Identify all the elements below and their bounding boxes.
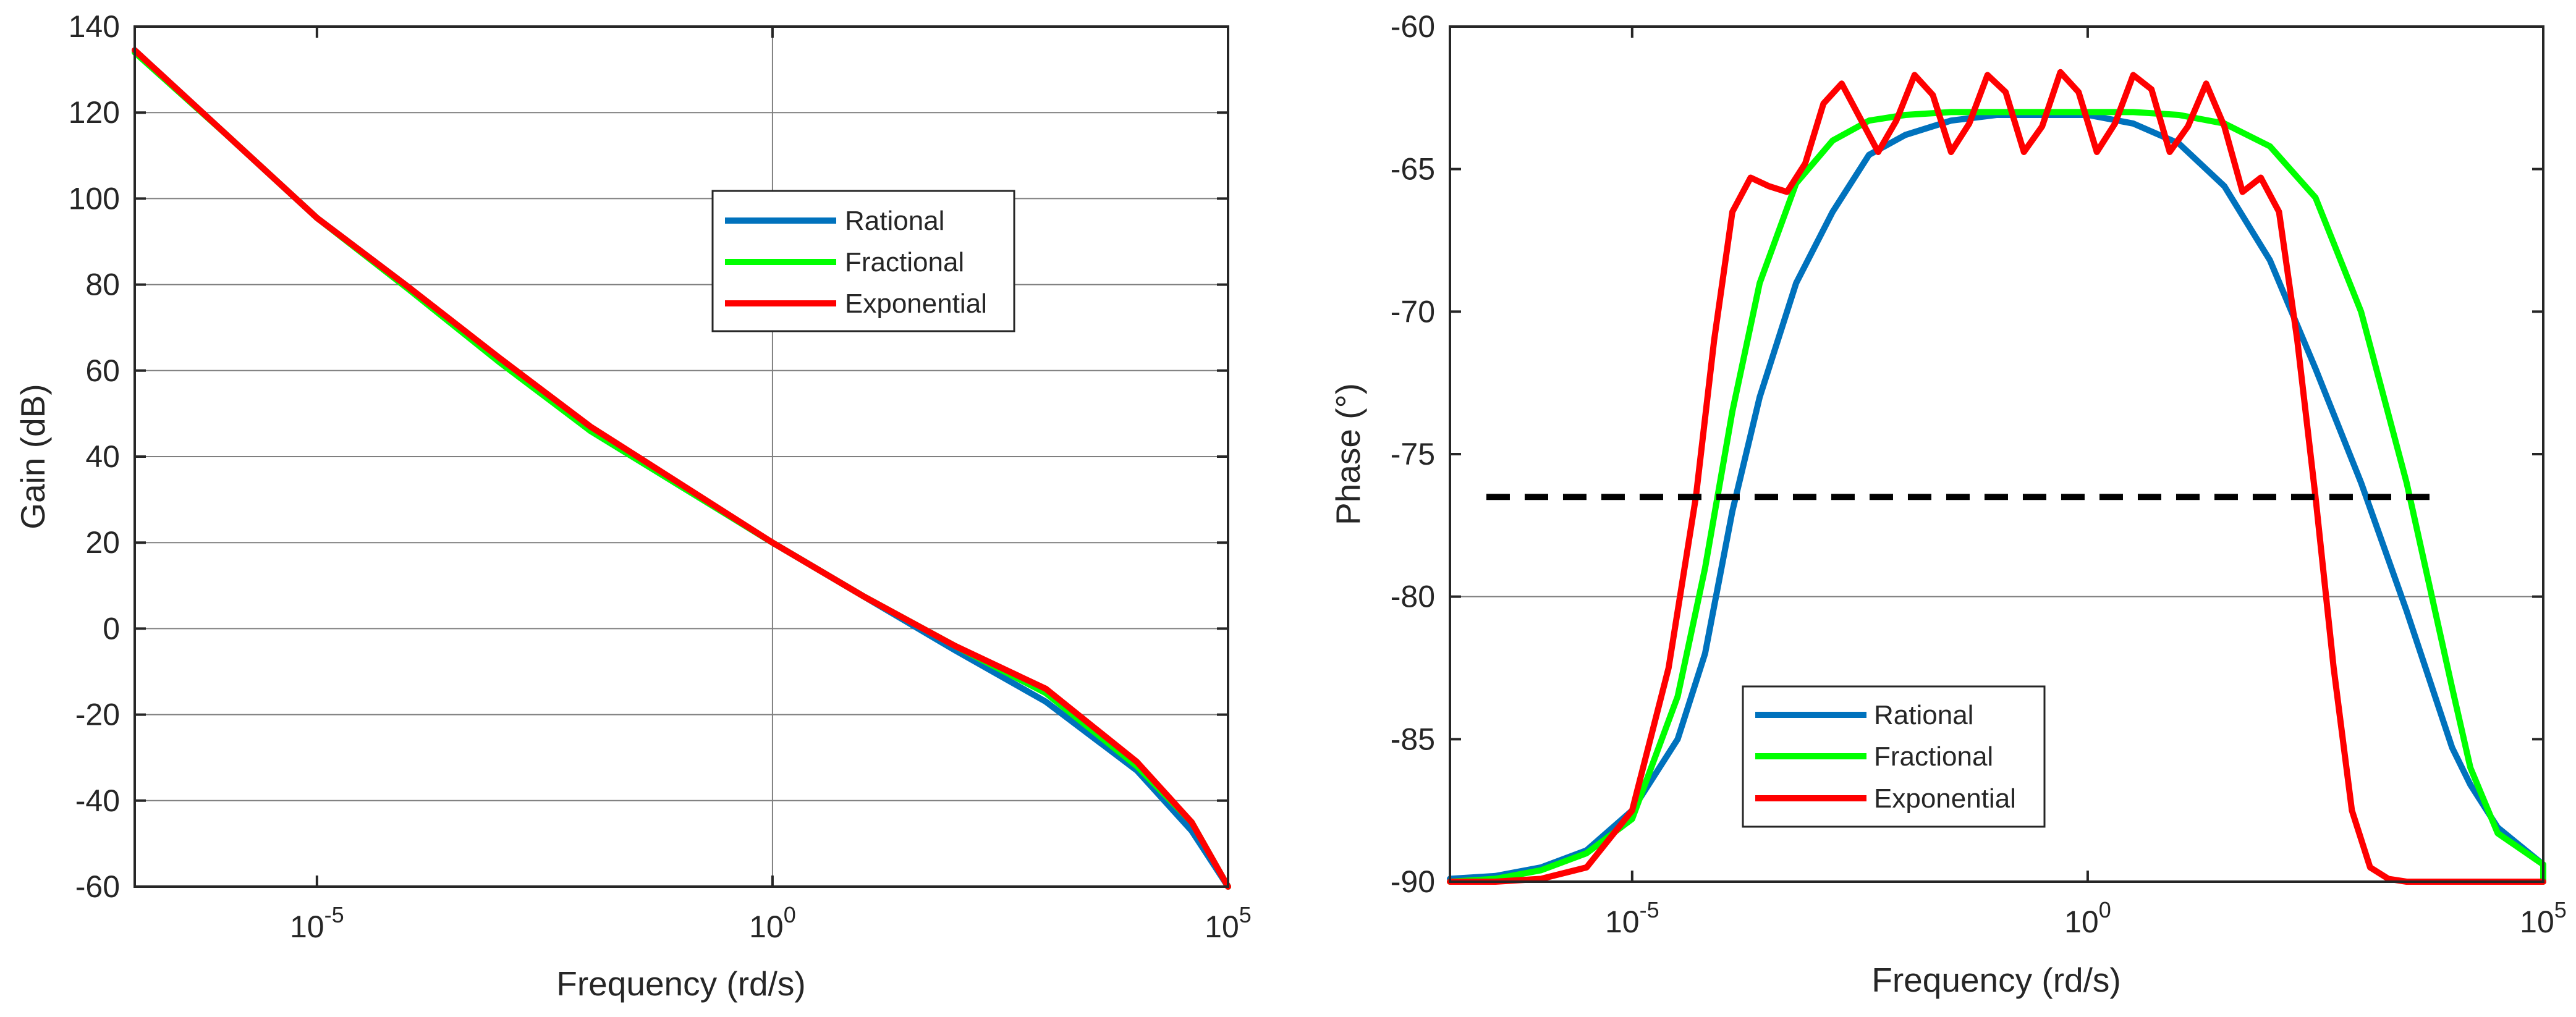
phase-x-tick-label: 100 [2064, 897, 2111, 939]
phase-x-tick-labels: 10-5 100 105 [1605, 897, 2567, 939]
phase-legend-label-rational: Rational [1874, 700, 1973, 730]
phase-x-tick-label: 105 [2520, 897, 2567, 939]
phase-series-exponential [1447, 69, 2546, 885]
gain-x-tick-label: 100 [749, 902, 796, 944]
gain-y-tick-label: -60 [75, 869, 120, 904]
phase-legend-label-fractional: Fractional [1874, 741, 1993, 772]
phase-legend-label-exponential: Exponential [1874, 783, 2016, 814]
gain-x-axis-label: Frequency (rd/s) [556, 964, 805, 1003]
gain-x-tick-labels: 10-5 100 105 [290, 902, 1252, 944]
gain-y-tick-label: 60 [85, 353, 120, 388]
phase-y-tick-label: -65 [1391, 152, 1435, 187]
phase-x-axis-label: Frequency (rd/s) [1871, 961, 2121, 999]
phase-y-tick-label: -75 [1391, 437, 1435, 471]
gain-x-tick-label: 10-5 [290, 902, 344, 944]
phase-y-tick-label: -60 [1391, 9, 1435, 44]
phase-y-tick-label: -70 [1391, 294, 1435, 329]
gain-y-axis-label: Gain (dB) [14, 384, 52, 529]
gain-y-tick-label: 120 [69, 95, 120, 130]
phase-y-tick-label: -80 [1391, 580, 1435, 614]
gain-legend: Rational Fractional Exponential [711, 190, 1015, 332]
gain-legend-label-fractional: Fractional [845, 247, 964, 277]
phase-x-tick-label: 10-5 [1605, 897, 1659, 939]
phase-y-axis-label: Phase (°) [1329, 383, 1367, 525]
gain-y-tick-label: 20 [85, 525, 120, 560]
gain-grid [135, 27, 1228, 887]
phase-series-fractional [1447, 109, 2546, 885]
phase-ticks [1450, 25, 2544, 883]
gain-series-exponential [132, 47, 1231, 890]
gain-ticks [135, 25, 1229, 888]
phase-y-tick-labels: -90 -85 -80 -75 -70 -65 -60 [1391, 9, 1435, 899]
gain-y-tick-label: 100 [69, 181, 120, 216]
gain-panel: -60 -40 -20 0 20 40 60 80 100 120 140 10-5 100 105 F… [14, 9, 1252, 1003]
gain-y-tick-label: 140 [69, 9, 120, 44]
gain-y-tick-label: 0 [103, 611, 120, 646]
gain-y-tick-label: 80 [85, 268, 120, 302]
gain-y-tick-label: 40 [85, 439, 120, 474]
gain-series-lines [132, 47, 1231, 890]
phase-y-tick-label: -90 [1391, 864, 1435, 899]
gain-y-tick-labels: -60 -40 -20 0 20 40 60 80 100 120 140 [69, 9, 120, 904]
phase-y-tick-label: -85 [1391, 722, 1435, 756]
gain-y-tick-label: -40 [75, 783, 120, 818]
phase-legend: Rational Fractional Exponential [1742, 685, 2046, 828]
gain-x-tick-label: 105 [1205, 902, 1252, 944]
phase-series-lines [1447, 69, 2546, 885]
gain-legend-label-exponential: Exponential [845, 289, 987, 319]
gain-legend-label-rational: Rational [845, 206, 944, 236]
phase-panel: -90 -85 -80 -75 -70 -65 -60 10-5 100 105 Frequen… [1329, 9, 2567, 999]
gain-y-tick-label: -20 [75, 698, 120, 732]
